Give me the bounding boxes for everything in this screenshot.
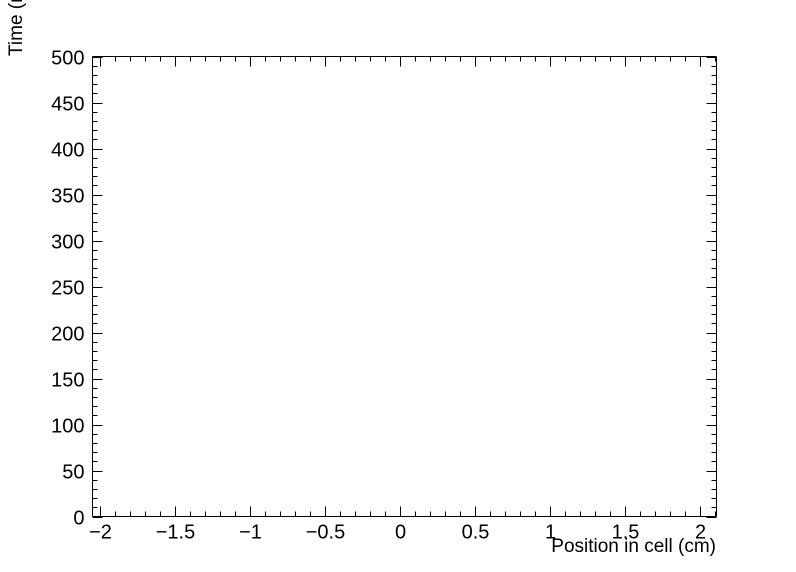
y-tick-label: 100 xyxy=(51,416,84,438)
x-tick-label: −0.5 xyxy=(306,522,345,544)
plot-frame xyxy=(92,56,717,517)
y-axis-ticks xyxy=(92,57,717,518)
x-tick-label: 2 xyxy=(695,522,706,544)
x-axis-ticks xyxy=(100,56,716,517)
x-axis-title: Position in cell (cm) xyxy=(551,536,716,557)
y-axis-tick-labels: 0 50 100 150 200 250 300 350 400 450 500 xyxy=(51,48,84,530)
x-tick-label: 0 xyxy=(395,522,406,544)
y-tick-label: 300 xyxy=(51,232,84,254)
y-tick-label: 0 xyxy=(73,508,84,530)
x-tick-label: −1 xyxy=(239,522,262,544)
y-tick-label: 350 xyxy=(51,186,84,208)
y-tick-label: 250 xyxy=(51,278,84,300)
y-tick-label: 400 xyxy=(51,140,84,162)
y-tick-label: 450 xyxy=(51,94,84,116)
x-axis-tick-labels: −2 −1.5 −1 −0.5 0 0.5 1 1.5 2 xyxy=(89,522,706,544)
x-tick-label: 0.5 xyxy=(462,522,490,544)
x-tick-label: −1.5 xyxy=(156,522,195,544)
y-tick-label: 50 xyxy=(62,462,84,484)
x-tick-label: 1.5 xyxy=(612,522,640,544)
x-tick-label: −2 xyxy=(89,522,112,544)
x-tick-label: 1 xyxy=(545,522,556,544)
y-axis-title: Time (ns) xyxy=(6,0,27,56)
y-tick-label: 150 xyxy=(51,370,84,392)
y-tick-label: 200 xyxy=(51,324,84,346)
plot-area-background xyxy=(92,56,716,516)
y-tick-label: 500 xyxy=(51,48,84,70)
